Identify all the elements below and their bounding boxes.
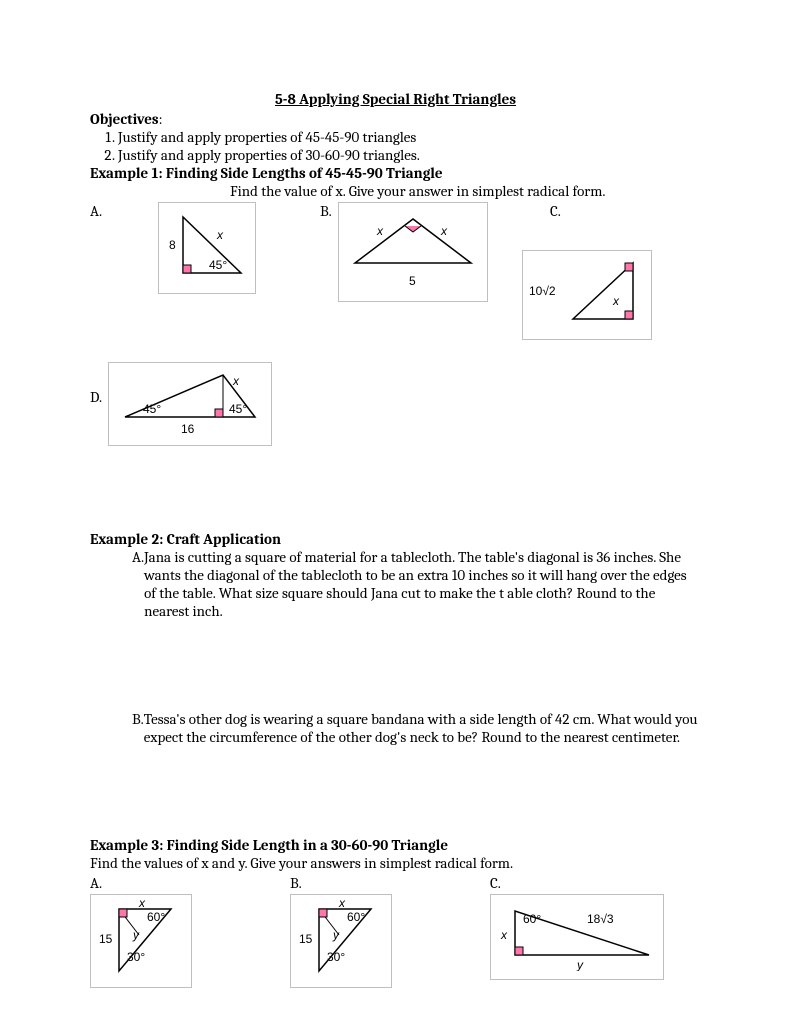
svg-text:x: x	[500, 928, 508, 942]
triangle-3a: x 60° 15 y 30°	[95, 899, 187, 979]
svg-text:y: y	[132, 928, 140, 942]
svg-text:60°: 60°	[147, 910, 165, 924]
svg-text:45°: 45°	[229, 402, 247, 416]
ex2-text-a: Jana is cutting a square of material for…	[144, 548, 701, 620]
svg-text:x: x	[138, 899, 146, 910]
ex3-cell-b: B.	[290, 874, 490, 892]
example3-figures: x 60° 15 y 30° x 60° 15 y 30°	[90, 894, 701, 988]
svg-text:60°: 60°	[347, 910, 365, 924]
svg-text:30°: 30°	[127, 950, 145, 964]
svg-text:15: 15	[99, 932, 113, 946]
label-d: D.	[90, 388, 104, 406]
ex3-fig-wrap-c: 60° 18√3 x y	[490, 894, 664, 980]
ex3-label-a: A.	[90, 874, 104, 892]
example2-list: A. Jana is cutting a square of material …	[132, 548, 701, 746]
objectives-section: Objectives: Justify and apply properties…	[90, 110, 701, 164]
figure-3b: x 60° 15 y 30°	[290, 894, 392, 988]
triangle-1b: x x 5	[343, 207, 483, 293]
objectives-list: Justify and apply properties of 45-45-90…	[118, 128, 701, 164]
example3-heading: Example 3: Finding Side Length in a 30-6…	[90, 836, 701, 854]
svg-text:x: x	[376, 224, 384, 238]
svg-text:45°: 45°	[209, 258, 227, 272]
ex3-label-b: B.	[290, 874, 304, 892]
ex2-text-b: Tessa's other dog is wearing a square ba…	[144, 710, 701, 746]
example1-instruction: Find the value of x. Give your answer in…	[230, 182, 701, 200]
label-a: A.	[90, 202, 104, 220]
ex3-label-c: C.	[490, 874, 504, 892]
figure-1a: 8 x 45°	[158, 202, 256, 294]
svg-text:5: 5	[409, 274, 416, 288]
ex3-cell-c: C.	[490, 874, 508, 892]
svg-text:16: 16	[181, 422, 195, 436]
example1-heading: Example 1: Finding Side Lengths of 45-45…	[90, 164, 701, 182]
figure-1d: 45° 45° x 16	[108, 362, 272, 446]
ex1-cell-d: D. 45° 45° x 16	[90, 362, 701, 446]
triangle-1d: 45° 45° x 16	[113, 367, 267, 437]
ex1-cell-a: A. 8 x 45°	[90, 202, 320, 294]
example3-instruction: Find the values of x and y. Give your an…	[90, 854, 701, 872]
svg-text:x: x	[440, 224, 448, 238]
objectives-heading: Objectives	[90, 110, 159, 128]
svg-text:15: 15	[299, 932, 313, 946]
figure-1b: x x 5	[338, 202, 488, 302]
svg-text:45°: 45°	[143, 402, 161, 416]
svg-text:18√3: 18√3	[587, 912, 614, 926]
ex2-item-b: B. Tessa's other dog is wearing a square…	[132, 710, 701, 746]
figure-3c: 60° 18√3 x y	[490, 894, 664, 980]
triangle-1c: 10√2 x	[527, 255, 647, 331]
figure-3a: x 60° 15 y 30°	[90, 894, 192, 988]
svg-text:x: x	[612, 294, 620, 308]
label-c: C.	[550, 202, 564, 220]
triangle-3b: x 60° 15 y 30°	[295, 899, 387, 979]
svg-text:10√2: 10√2	[529, 284, 556, 298]
objective-item: Justify and apply properties of 45-45-90…	[118, 128, 701, 146]
svg-text:30°: 30°	[327, 950, 345, 964]
ex2-label-b: B.	[132, 710, 144, 746]
ex3-fig-wrap-a: x 60° 15 y 30°	[90, 894, 290, 988]
ex3-cell-a: A.	[90, 874, 290, 892]
ex3-fig-wrap-b: x 60° 15 y 30°	[290, 894, 490, 988]
objective-item: Justify and apply properties of 30-60-90…	[118, 146, 701, 164]
svg-text:y: y	[332, 928, 340, 942]
ex2-item-a: A. Jana is cutting a square of material …	[132, 548, 701, 620]
svg-text:x: x	[338, 899, 346, 910]
triangle-3c: 60° 18√3 x y	[495, 899, 659, 971]
example2-heading: Example 2: Craft Application	[90, 530, 701, 548]
example3-row: A. B. C.	[90, 874, 701, 892]
svg-text:8: 8	[169, 238, 176, 252]
ex1-cell-c: C.	[550, 202, 568, 220]
label-b: B.	[320, 202, 334, 220]
figure-1c: 10√2 x	[522, 250, 652, 340]
svg-text:x: x	[232, 374, 240, 388]
svg-text:x: x	[216, 228, 224, 242]
triangle-1a: 8 x 45°	[163, 207, 251, 285]
ex2-label-a: A.	[132, 548, 144, 620]
svg-text:y: y	[576, 958, 584, 971]
page-title: 5-8 Applying Special Right Triangles	[90, 90, 701, 108]
svg-text:60°: 60°	[523, 912, 541, 926]
ex1-cell-b: B. x x 5	[320, 202, 550, 302]
page: 5-8 Applying Special Right Triangles Obj…	[0, 0, 791, 1028]
